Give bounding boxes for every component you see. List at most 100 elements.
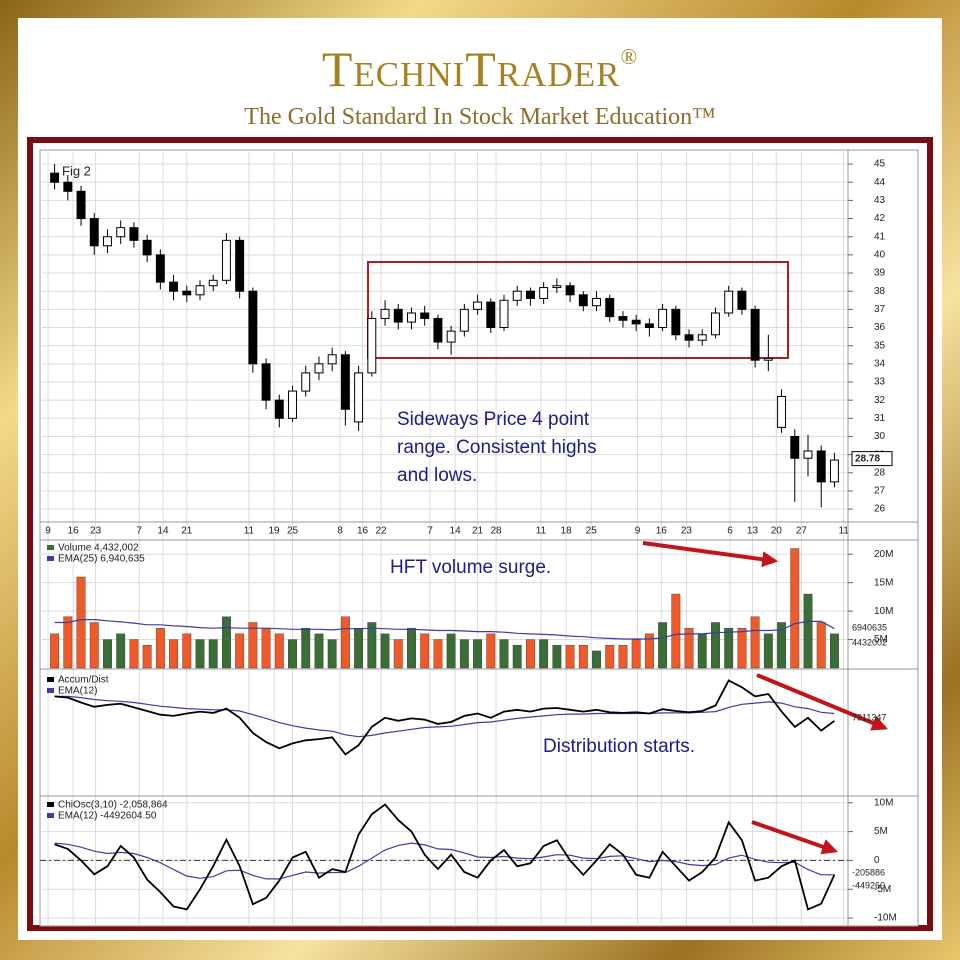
- candle-body: [433, 317, 443, 343]
- last-price-box: [851, 451, 893, 467]
- volume-bar: [724, 627, 734, 669]
- volume-bar: [288, 639, 297, 669]
- volume-bar: [658, 622, 668, 669]
- x-tick-label: 21: [472, 526, 484, 537]
- volume-bar: [499, 639, 509, 669]
- x-tick-label: 25: [586, 526, 598, 537]
- candle-body: [195, 285, 205, 296]
- chart-area: [39, 149, 919, 927]
- candle-body: [314, 363, 324, 374]
- x-tick-label: 23: [681, 526, 693, 537]
- candle-body: [446, 330, 456, 343]
- figure-label: Fig 2: [62, 163, 91, 178]
- candle-body: [605, 297, 615, 318]
- volume-bar: [605, 645, 615, 669]
- x-tick-label: 14: [450, 526, 462, 537]
- y-tick-label: 33: [874, 377, 886, 388]
- y-tick-label: 34: [874, 358, 886, 369]
- volume-bar: [512, 645, 522, 669]
- volume-bar: [222, 616, 231, 669]
- x-tick-label: 20: [771, 526, 783, 537]
- volume-bar: [103, 639, 112, 669]
- volume-bar: [248, 622, 258, 669]
- volume-bar: [76, 576, 86, 669]
- candle-body: [340, 354, 350, 410]
- right-label: -205886: [852, 867, 885, 877]
- candle-body: [486, 301, 496, 329]
- candle-body: [248, 290, 258, 365]
- candle-body: [129, 227, 139, 241]
- x-tick-label: 14: [157, 526, 169, 537]
- volume-bar: [473, 639, 482, 669]
- x-tick-label: 8: [337, 526, 343, 537]
- candle-body: [208, 279, 218, 287]
- x-tick-label: 11: [838, 526, 849, 537]
- red-frame: [27, 137, 933, 931]
- volume-bar: [684, 627, 694, 669]
- x-tick-label: 16: [357, 526, 369, 537]
- candle-body: [261, 363, 271, 401]
- series-line: [54, 842, 835, 880]
- x-tick-label: 18: [561, 526, 573, 537]
- y-tick-label: 27: [874, 486, 886, 497]
- candle-body: [407, 312, 416, 323]
- volume-bar: [433, 639, 443, 669]
- candle-body: [288, 390, 297, 419]
- y-tick-label: 39: [874, 268, 886, 279]
- brand-title: TechniTrader®: [18, 40, 942, 98]
- y-tick-label: 45: [874, 159, 886, 170]
- volume-bar: [618, 645, 628, 669]
- x-tick-label: 6: [727, 526, 733, 537]
- volume-bar: [644, 633, 654, 669]
- right-label: 6940635: [852, 622, 887, 632]
- legend-swatch: [47, 802, 54, 807]
- volume-bar: [539, 639, 549, 669]
- volume-bar: [578, 645, 588, 669]
- volume-bar: [486, 633, 496, 669]
- candle-body: [565, 285, 575, 296]
- candle-body: [155, 254, 165, 283]
- volume-bar: [459, 639, 469, 669]
- candle-body: [737, 290, 747, 310]
- x-tick-label: 21: [181, 526, 193, 537]
- y-tick-label: -10M: [874, 913, 897, 924]
- volume-bar: [407, 627, 416, 669]
- candle-body: [592, 297, 601, 307]
- candle-body: [142, 239, 152, 256]
- y-tick-label: 43: [874, 195, 886, 206]
- candle-body: [103, 236, 112, 247]
- candle-body: [89, 218, 99, 247]
- legend-label: Accum/Dist: [58, 675, 109, 686]
- volume-bar: [446, 633, 456, 669]
- candle-body: [763, 357, 773, 361]
- y-tick-label: 31: [874, 413, 886, 424]
- candle-body: [631, 319, 641, 325]
- series-line: [54, 695, 835, 738]
- candle-body: [116, 227, 126, 238]
- volume-bar: [182, 633, 192, 669]
- volume-bar: [50, 633, 60, 669]
- volume-bar: [697, 633, 707, 669]
- candle-body: [221, 239, 231, 281]
- y-tick-label: 15M: [874, 577, 893, 588]
- y-tick-label: 0: [874, 855, 880, 866]
- candle-body: [790, 435, 800, 459]
- volume-bar: [565, 645, 575, 669]
- candle-body: [274, 399, 284, 419]
- arrow: [642, 541, 779, 568]
- candle-body: [420, 312, 430, 319]
- legend-swatch: [47, 813, 54, 818]
- volume-bar: [63, 616, 73, 669]
- volume-bar: [367, 622, 377, 669]
- candle-body: [618, 316, 628, 321]
- legend-label: EMA(12): [58, 686, 97, 697]
- candle-body: [50, 172, 60, 183]
- right-label: 4432002: [852, 637, 887, 647]
- y-tick-label: 40: [874, 250, 886, 261]
- y-tick-label: 35: [874, 340, 886, 351]
- volume-bar: [380, 633, 390, 669]
- candle-body: [393, 308, 403, 323]
- volume-bar: [195, 639, 205, 669]
